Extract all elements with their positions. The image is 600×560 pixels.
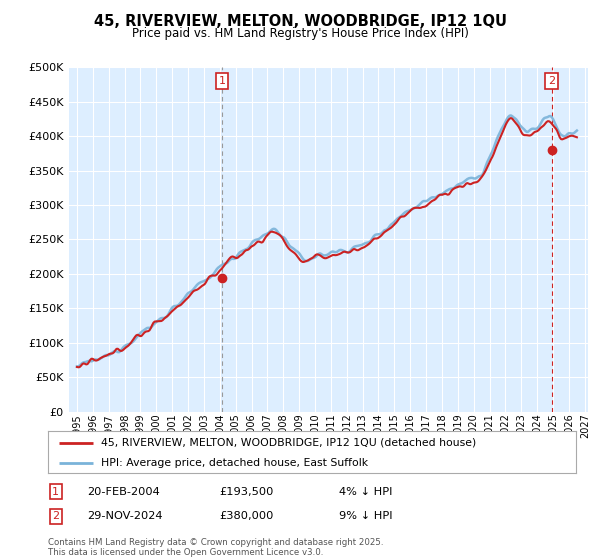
Text: 1: 1 — [52, 487, 59, 497]
Text: 20-FEB-2004: 20-FEB-2004 — [87, 487, 160, 497]
Text: 1: 1 — [218, 76, 226, 86]
Text: 29-NOV-2024: 29-NOV-2024 — [87, 511, 163, 521]
Text: HPI: Average price, detached house, East Suffolk: HPI: Average price, detached house, East… — [101, 458, 368, 468]
Text: 9% ↓ HPI: 9% ↓ HPI — [339, 511, 392, 521]
Text: 2: 2 — [548, 76, 556, 86]
Text: 4% ↓ HPI: 4% ↓ HPI — [339, 487, 392, 497]
Text: £193,500: £193,500 — [219, 487, 274, 497]
Text: 45, RIVERVIEW, MELTON, WOODBRIDGE, IP12 1QU: 45, RIVERVIEW, MELTON, WOODBRIDGE, IP12 … — [94, 14, 506, 29]
Text: Contains HM Land Registry data © Crown copyright and database right 2025.
This d: Contains HM Land Registry data © Crown c… — [48, 538, 383, 557]
Text: Price paid vs. HM Land Registry's House Price Index (HPI): Price paid vs. HM Land Registry's House … — [131, 27, 469, 40]
Text: £380,000: £380,000 — [219, 511, 274, 521]
Text: 45, RIVERVIEW, MELTON, WOODBRIDGE, IP12 1QU (detached house): 45, RIVERVIEW, MELTON, WOODBRIDGE, IP12 … — [101, 437, 476, 447]
Text: 2: 2 — [52, 511, 59, 521]
